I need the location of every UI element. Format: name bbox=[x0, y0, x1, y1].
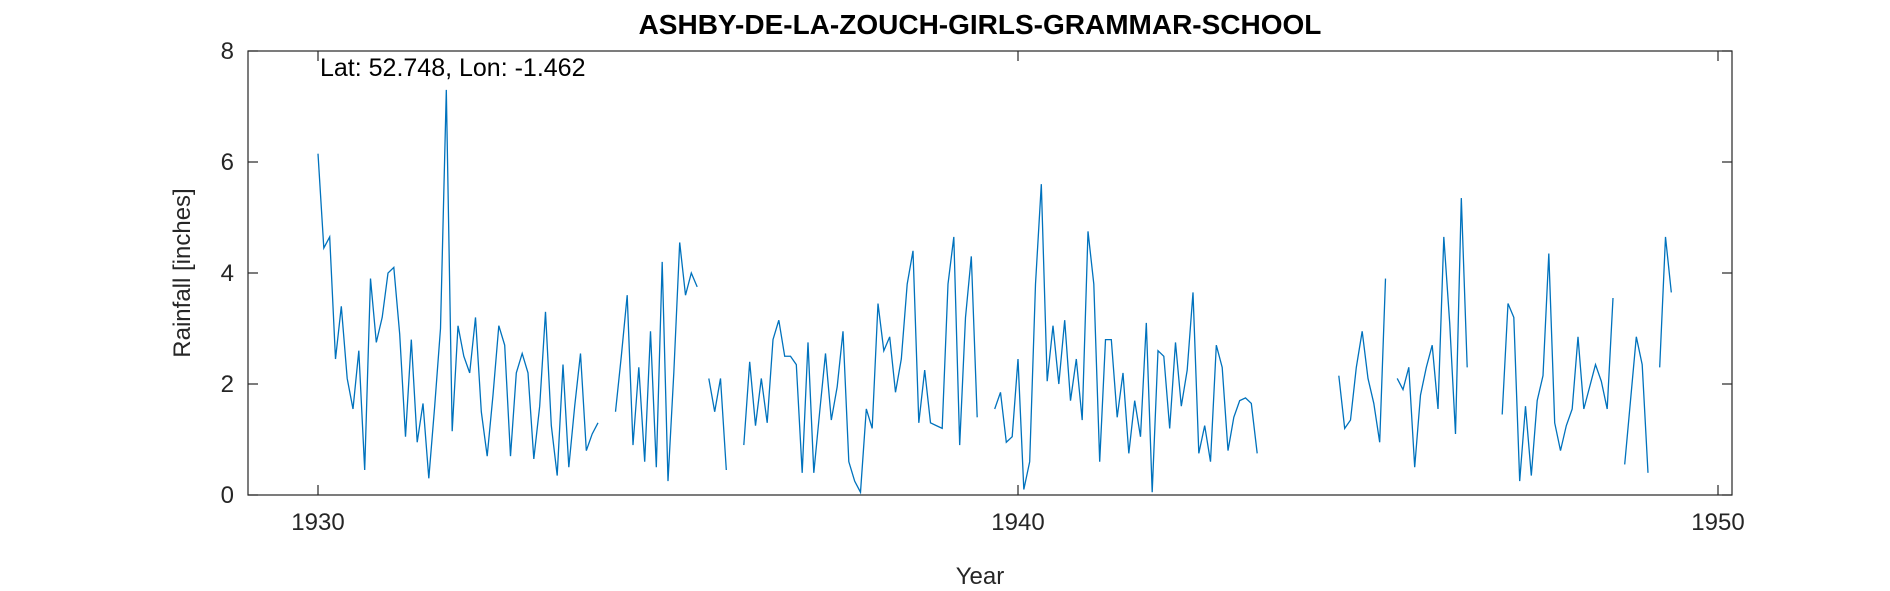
x-tick-label: 1930 bbox=[291, 509, 344, 536]
y-tick-label: 6 bbox=[221, 149, 234, 176]
chart-title: ASHBY-DE-LA-ZOUCH-GIRLS-GRAMMAR-SCHOOL bbox=[639, 9, 1322, 40]
x-tick-label: 1940 bbox=[991, 509, 1044, 536]
y-tick-label: 4 bbox=[221, 260, 234, 287]
x-tick-label: 1950 bbox=[1691, 509, 1744, 536]
y-tick-label: 8 bbox=[221, 38, 234, 65]
y-axis-label: Rainfall [inches] bbox=[169, 188, 196, 357]
y-tick-label: 0 bbox=[221, 482, 234, 509]
data-line bbox=[317, 89, 1672, 495]
y-tick-label: 2 bbox=[221, 371, 234, 398]
x-axis-label: Year bbox=[956, 563, 1005, 590]
annotation: Lat: 52.748, Lon: -1.462 bbox=[320, 54, 586, 82]
